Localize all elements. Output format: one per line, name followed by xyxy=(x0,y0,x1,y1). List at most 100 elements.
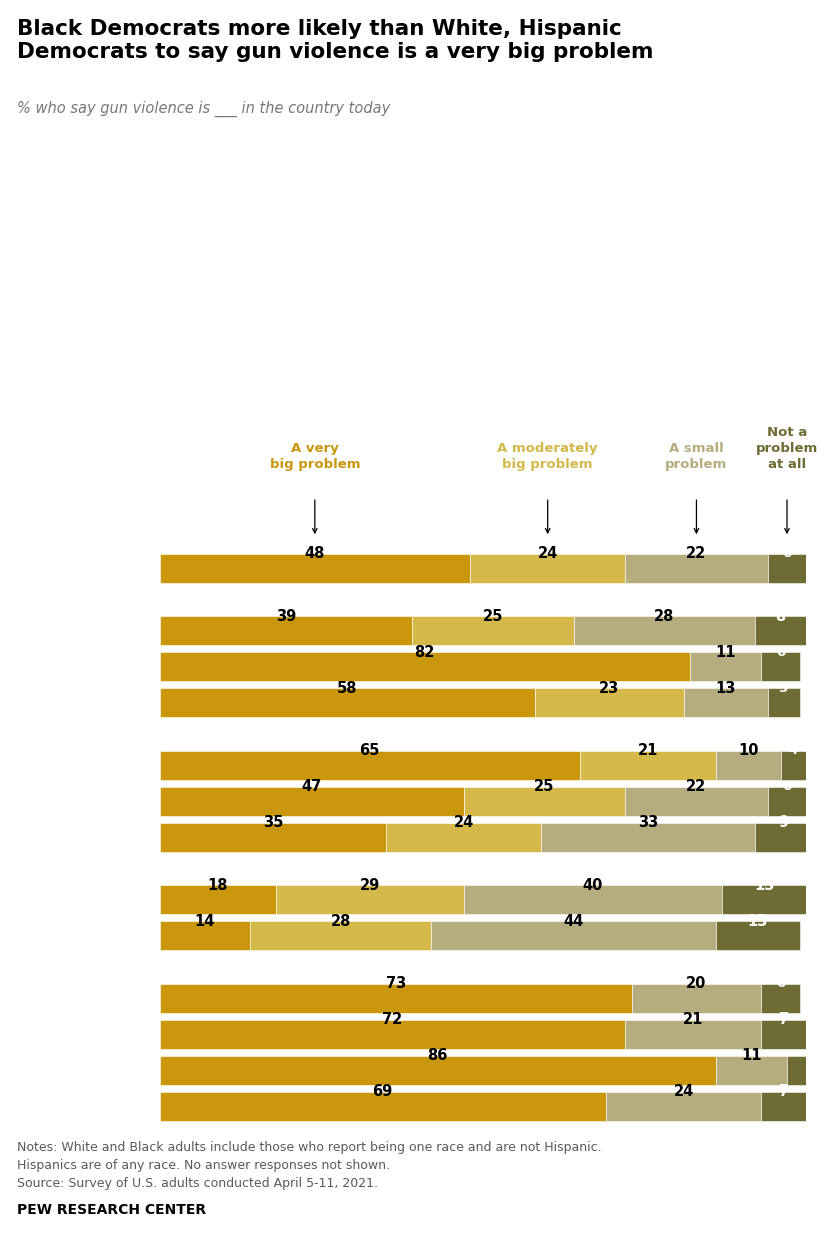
Bar xyxy=(541,823,754,851)
Bar xyxy=(160,983,632,1013)
Bar xyxy=(160,1092,606,1120)
Text: 22: 22 xyxy=(686,547,706,561)
Bar xyxy=(768,787,806,816)
Bar xyxy=(722,886,806,914)
Text: 40: 40 xyxy=(583,877,603,893)
Text: 6: 6 xyxy=(776,977,785,991)
Bar xyxy=(580,750,716,780)
Bar xyxy=(160,750,580,780)
Text: 33: 33 xyxy=(638,816,658,830)
Bar xyxy=(780,750,806,780)
Text: 13: 13 xyxy=(748,914,768,929)
Bar xyxy=(787,1056,806,1085)
Bar xyxy=(625,554,768,582)
Text: 39: 39 xyxy=(276,608,296,624)
Bar xyxy=(754,823,813,851)
Bar xyxy=(574,616,754,645)
Bar xyxy=(464,787,625,816)
Text: 72: 72 xyxy=(382,1012,402,1028)
Text: 28: 28 xyxy=(654,608,675,624)
Text: A very
big problem: A very big problem xyxy=(270,442,360,471)
Text: 11: 11 xyxy=(716,645,736,660)
Text: 69: 69 xyxy=(373,1085,393,1099)
Bar xyxy=(606,1092,761,1120)
Bar xyxy=(761,983,800,1013)
Text: 58: 58 xyxy=(337,681,358,696)
Bar xyxy=(690,653,761,681)
Text: 7: 7 xyxy=(779,1012,789,1028)
Bar xyxy=(684,689,768,717)
Bar xyxy=(470,554,625,582)
Bar xyxy=(160,787,464,816)
Text: 13: 13 xyxy=(754,877,774,893)
Bar xyxy=(716,750,780,780)
Text: 24: 24 xyxy=(538,547,558,561)
Bar xyxy=(768,554,806,582)
Text: 5: 5 xyxy=(780,681,788,695)
Text: 86: 86 xyxy=(428,1049,448,1064)
Text: 73: 73 xyxy=(386,976,406,991)
Text: 7: 7 xyxy=(779,1085,789,1099)
Bar xyxy=(464,886,722,914)
Text: Not a
problem
at all: Not a problem at all xyxy=(756,426,818,471)
Bar xyxy=(632,983,761,1013)
Bar xyxy=(625,787,768,816)
Text: 28: 28 xyxy=(330,914,351,929)
Text: 21: 21 xyxy=(683,1012,703,1028)
Bar xyxy=(160,886,276,914)
Text: 29: 29 xyxy=(360,877,380,893)
Bar xyxy=(431,922,716,950)
Bar xyxy=(716,922,800,950)
Text: 22: 22 xyxy=(686,780,706,795)
Text: 48: 48 xyxy=(305,547,325,561)
Text: 65: 65 xyxy=(360,743,380,759)
Bar xyxy=(160,653,690,681)
Text: 25: 25 xyxy=(534,780,554,795)
Text: % who say gun violence is ___ in the country today: % who say gun violence is ___ in the cou… xyxy=(17,101,390,117)
Bar xyxy=(160,1021,625,1049)
Text: 82: 82 xyxy=(415,645,435,660)
Text: 11: 11 xyxy=(741,1049,762,1064)
Text: 44: 44 xyxy=(564,914,584,929)
Text: 20: 20 xyxy=(686,976,706,991)
Text: A small
problem: A small problem xyxy=(665,442,727,471)
Bar xyxy=(276,886,464,914)
Text: 4: 4 xyxy=(789,744,798,758)
Bar xyxy=(761,1021,806,1049)
Text: Black Democrats more likely than White, Hispanic
Democrats to say gun violence i: Black Democrats more likely than White, … xyxy=(17,19,654,62)
Text: 10: 10 xyxy=(738,743,759,759)
Bar xyxy=(625,1021,761,1049)
Text: 35: 35 xyxy=(263,816,283,830)
Text: 25: 25 xyxy=(482,608,503,624)
Bar xyxy=(250,922,431,950)
Text: 21: 21 xyxy=(638,743,658,759)
Bar xyxy=(160,1056,716,1085)
Text: 13: 13 xyxy=(716,681,736,696)
Text: 8: 8 xyxy=(775,608,785,624)
Text: 47: 47 xyxy=(302,780,322,795)
Text: 24: 24 xyxy=(454,816,474,830)
Bar xyxy=(761,653,800,681)
Bar xyxy=(768,689,800,717)
Text: 6: 6 xyxy=(782,547,791,560)
Text: 14: 14 xyxy=(195,914,215,929)
Text: PEW RESEARCH CENTER: PEW RESEARCH CENTER xyxy=(17,1203,206,1217)
Text: A moderately
big problem: A moderately big problem xyxy=(497,442,598,471)
Bar xyxy=(386,823,541,851)
Text: Notes: White and Black adults include those who report being one race and are no: Notes: White and Black adults include th… xyxy=(17,1141,601,1191)
Text: 23: 23 xyxy=(599,681,619,696)
Text: 24: 24 xyxy=(674,1085,694,1099)
Text: 6: 6 xyxy=(782,780,791,793)
Text: 6: 6 xyxy=(776,645,785,659)
Bar xyxy=(160,689,535,717)
Bar xyxy=(160,823,386,851)
Bar xyxy=(761,1092,806,1120)
Bar xyxy=(160,616,412,645)
Text: 9: 9 xyxy=(779,816,789,830)
Bar xyxy=(535,689,684,717)
Bar xyxy=(412,616,574,645)
Text: 18: 18 xyxy=(207,877,228,893)
Bar xyxy=(160,922,250,950)
Bar xyxy=(160,554,470,582)
Bar xyxy=(754,616,806,645)
